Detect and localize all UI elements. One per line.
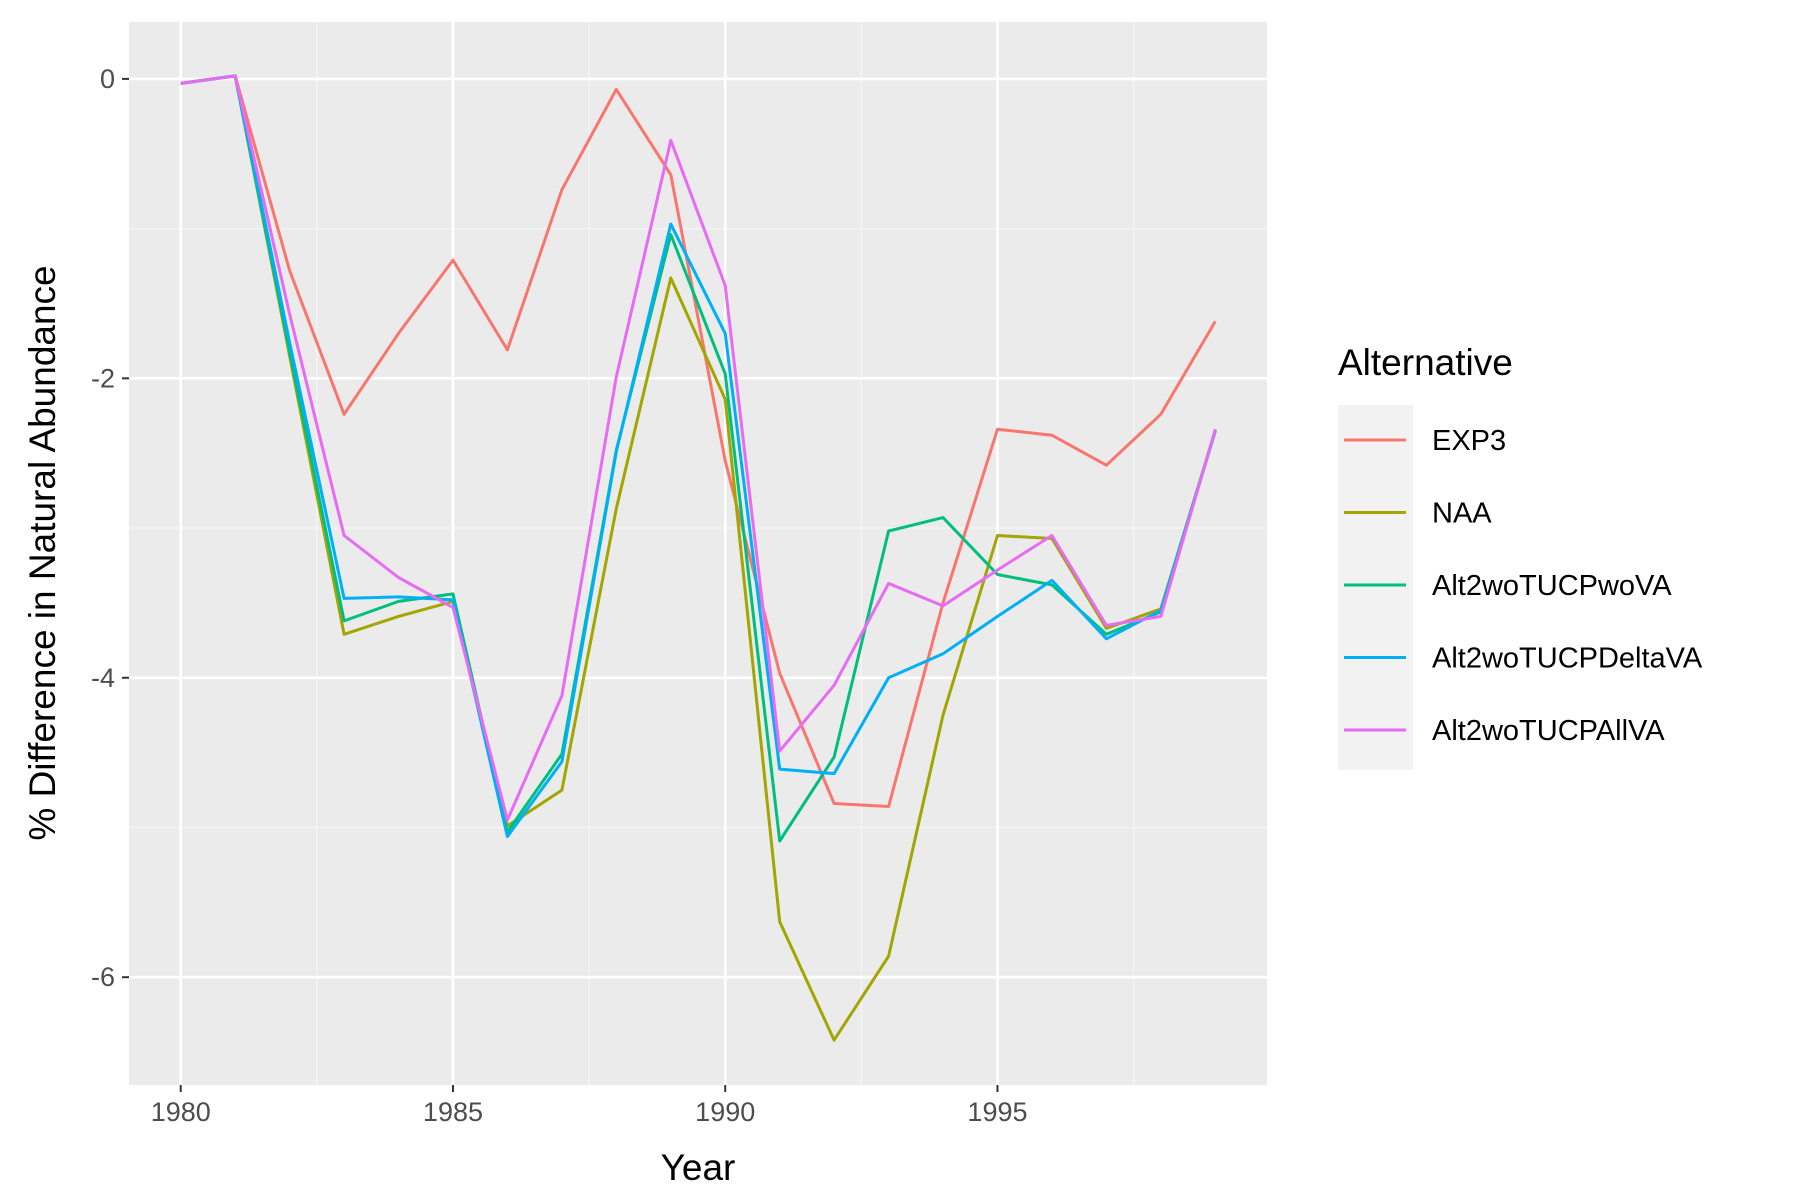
major-gridlines: [129, 22, 1267, 1085]
legend-label-EXP3: EXP3: [1432, 425, 1506, 457]
y-tick-label: 0: [100, 64, 115, 94]
legend-title: Alternative: [1338, 342, 1513, 383]
x-axis-title: Year: [661, 1147, 736, 1188]
series-line-NAA: [180, 74, 1217, 1042]
series-line-Alt2woTUCPAllVA: [180, 74, 1217, 822]
x-tick-label: 1990: [695, 1097, 755, 1127]
x-tick-label: 1980: [151, 1097, 211, 1127]
series-line-Alt2woTUCPwoVA: [180, 74, 1217, 843]
legend-label-Alt2woTUCPwoVA: Alt2woTUCPwoVA: [1432, 570, 1672, 602]
series-line-Alt2woTUCPDeltaVA: [180, 74, 1217, 838]
series-lines: [180, 74, 1217, 1042]
legend-keys-background: [1338, 405, 1413, 770]
legend-label-Alt2woTUCPAllVA: Alt2woTUCPAllVA: [1432, 715, 1665, 747]
series-line-EXP3: [180, 74, 1217, 808]
x-tick-label: 1995: [967, 1097, 1027, 1127]
y-axis: 0 -2 -4 -6: [91, 64, 129, 992]
legend-label-Alt2woTUCPDeltaVA: Alt2woTUCPDeltaVA: [1432, 643, 1703, 675]
panel-background: [129, 22, 1267, 1085]
legend: Alternative EXP3 NAA Alt2woTUCPwoVA Alt2woT…: [1338, 342, 1703, 770]
legend-label-NAA: NAA: [1432, 498, 1492, 530]
x-tick-label: 1985: [423, 1097, 483, 1127]
x-axis: 1980 1985 1990 1995: [151, 1085, 1028, 1127]
legend-items: EXP3 NAA Alt2woTUCPwoVA Alt2woTUCPDeltaVA Al…: [1344, 425, 1703, 747]
y-axis-title: % Difference in Natural Abundance: [22, 265, 63, 840]
minor-gridlines: [129, 22, 1267, 1085]
y-tick-label: -6: [91, 962, 115, 992]
y-tick-label: -2: [91, 363, 115, 393]
y-tick-label: -4: [91, 663, 115, 693]
